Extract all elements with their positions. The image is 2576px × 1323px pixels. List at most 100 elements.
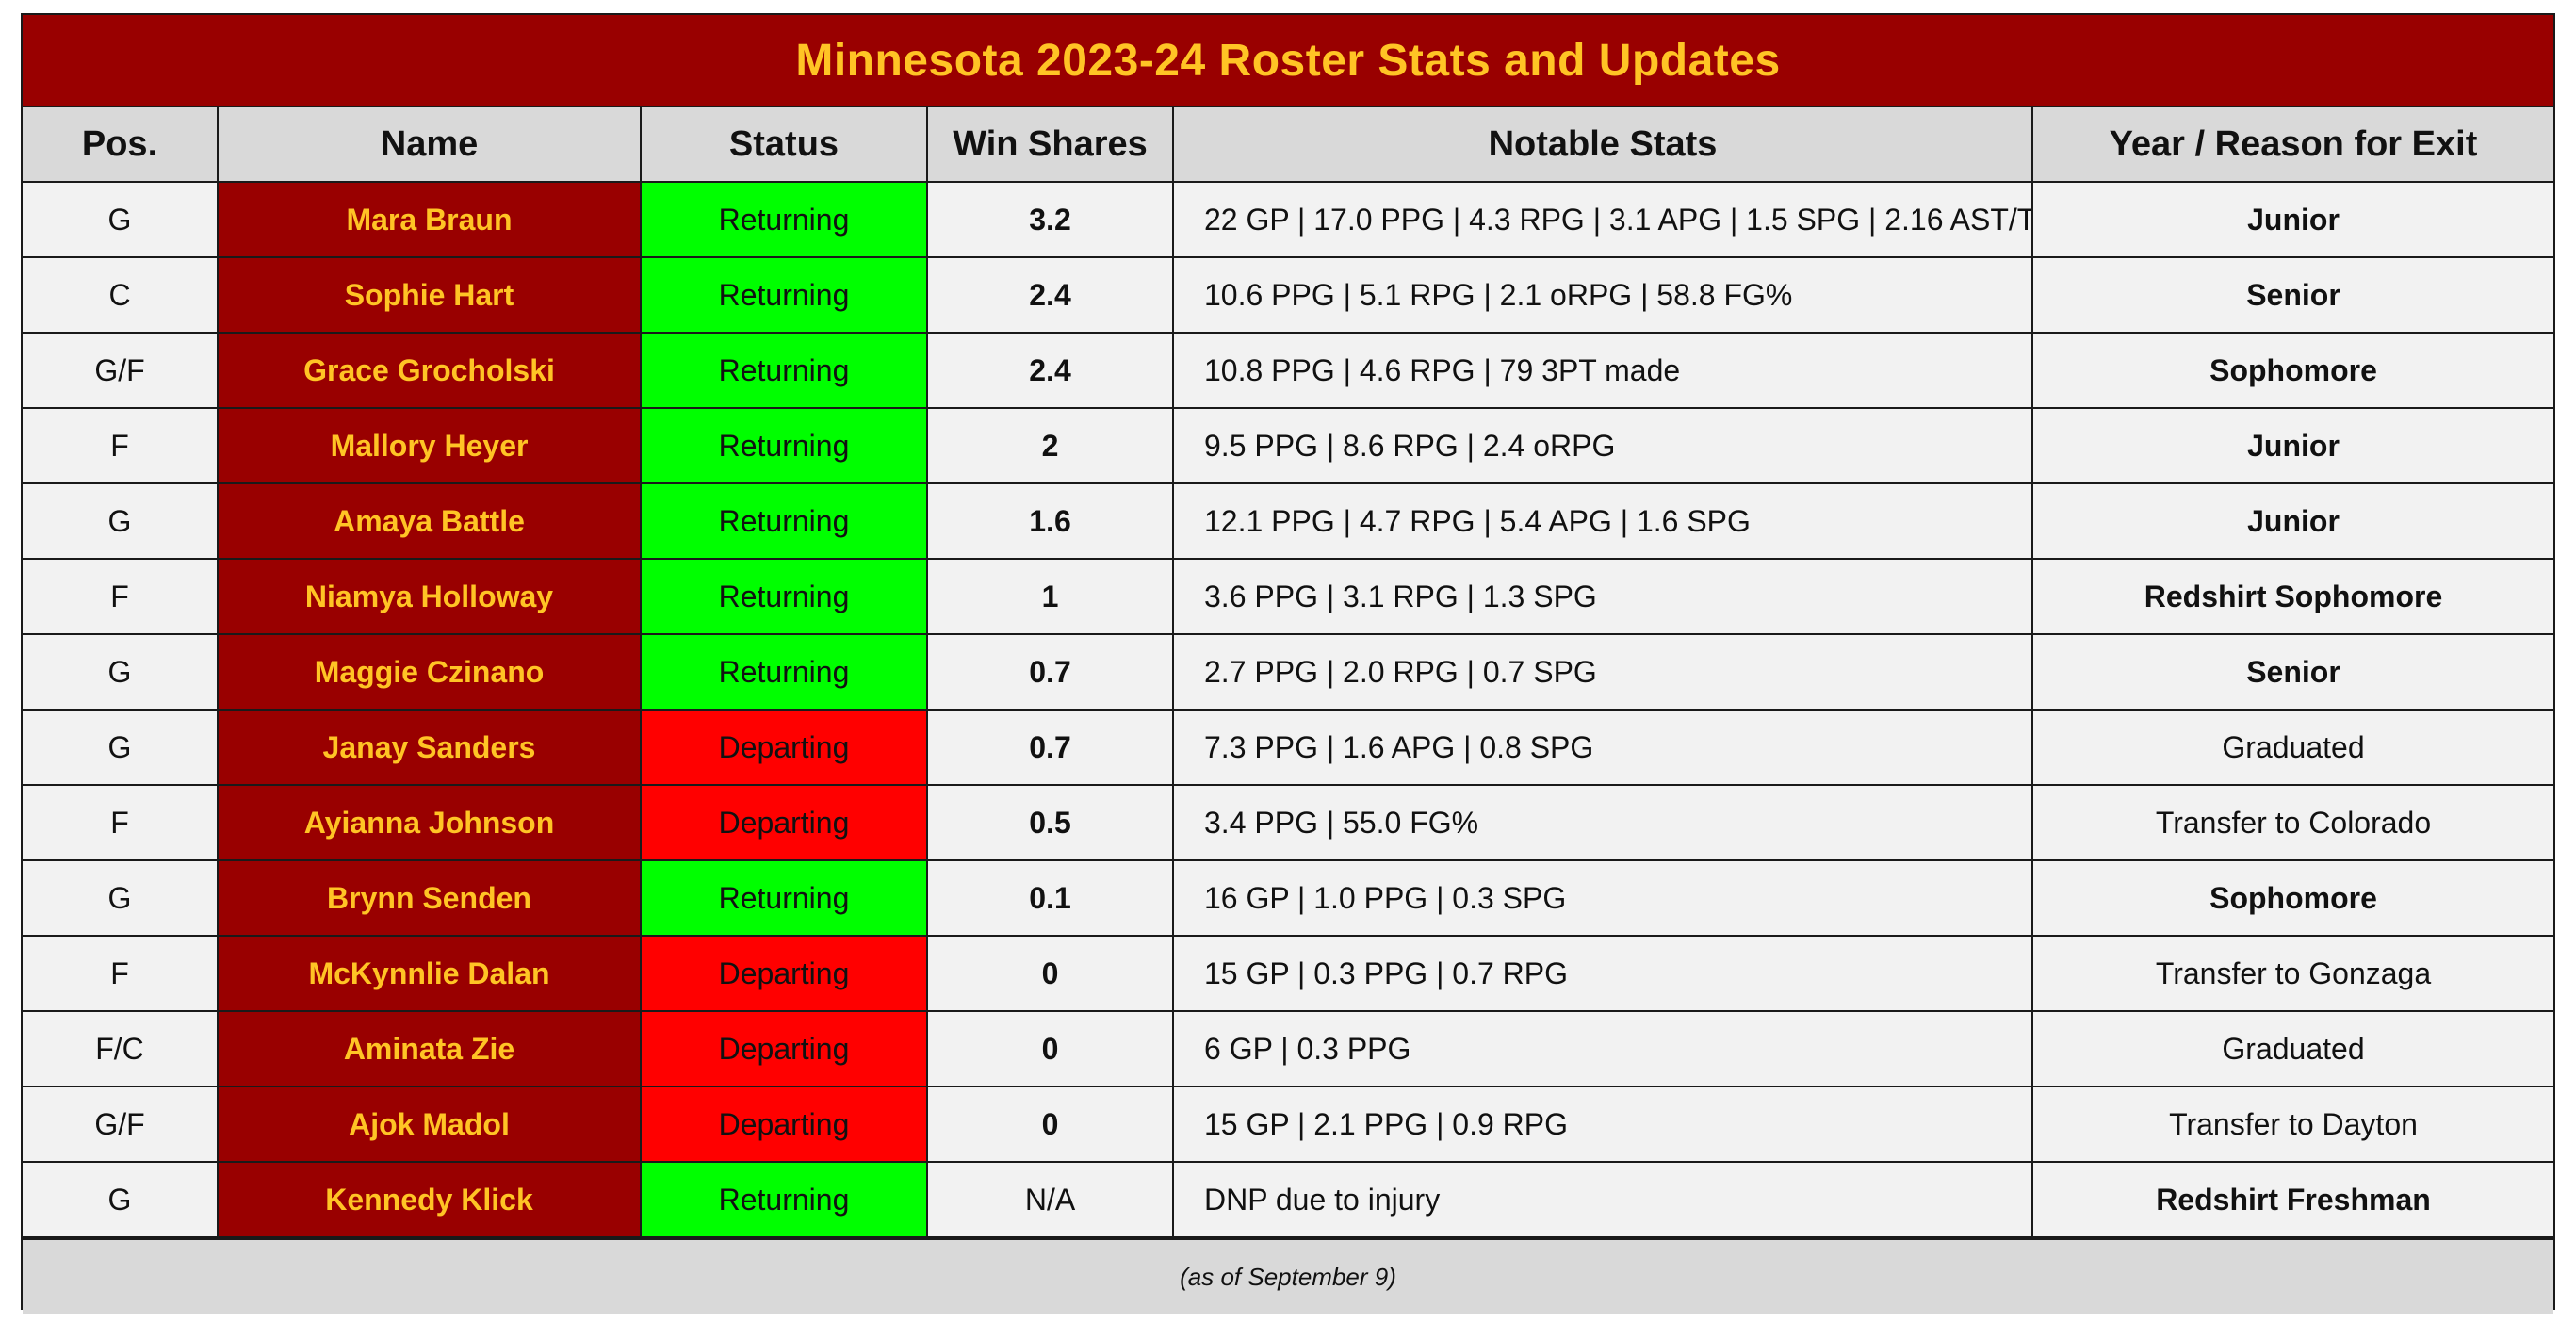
win-shares-cell: 2.4 [926, 332, 1174, 409]
table-row: G Kennedy Klick Returning N/A DNP due to inj… [23, 1161, 2553, 1238]
win-shares-cell: 2 [926, 407, 1174, 484]
exit-reason-cell: Graduated [2031, 709, 2553, 786]
notable-stats-cell: 9.5 PPG | 8.6 RPG | 2.4 oRPG [1172, 407, 2033, 484]
win-shares-cell: 2.4 [926, 256, 1174, 334]
win-shares-cell: 1.6 [926, 482, 1174, 560]
pos-cell: F [23, 784, 219, 861]
roster-table: Pos. Name Status Win Shares Notable Stat… [23, 107, 2553, 1238]
status-cell: Departing [640, 1086, 928, 1163]
footer-note: (as of September 9) [1180, 1262, 1396, 1291]
column-header-win-shares: Win Shares [926, 107, 1174, 183]
pos-cell: G [23, 859, 219, 937]
win-shares-cell: 0.1 [926, 859, 1174, 937]
status-cell: Returning [640, 859, 928, 937]
pos-cell: G [23, 181, 219, 258]
pos-cell: G/F [23, 1086, 219, 1163]
notable-stats-cell: 3.4 PPG | 55.0 FG% [1172, 784, 2033, 861]
roster-body: G Mara Braun Returning 3.2 22 GP | 17.0 PPG … [23, 181, 2553, 1238]
notable-stats-cell: 3.6 PPG | 3.1 RPG | 1.3 SPG [1172, 558, 2033, 635]
player-name-cell: Grace Grocholski [217, 332, 642, 409]
table-row: G/F Grace Grocholski Returning 2.4 10.8 PPG … [23, 332, 2553, 409]
table-row: G Amaya Battle Returning 1.6 12.1 PPG | 4.7 … [23, 482, 2553, 560]
footer-note-bar: (as of September 9) [23, 1238, 2553, 1314]
player-name-cell: McKynnlie Dalan [217, 935, 642, 1012]
win-shares-cell: 0.7 [926, 633, 1174, 710]
win-shares-cell: 3.2 [926, 181, 1174, 258]
table-row: G/F Ajok Madol Departing 0 15 GP | 2.1 PPG |… [23, 1086, 2553, 1163]
player-name-cell: Amaya Battle [217, 482, 642, 560]
notable-stats-cell: 7.3 PPG | 1.6 APG | 0.8 SPG [1172, 709, 2033, 786]
win-shares-cell: 0 [926, 1010, 1174, 1087]
table-row: F McKynnlie Dalan Departing 0 15 GP | 0.3 PP… [23, 935, 2553, 1012]
player-name-cell: Ayianna Johnson [217, 784, 642, 861]
status-cell: Returning [640, 256, 928, 334]
win-shares-cell: N/A [926, 1161, 1174, 1238]
pos-cell: F [23, 407, 219, 484]
table-row: G Maggie Czinano Returning 0.7 2.7 PPG | 2.0… [23, 633, 2553, 710]
pos-cell: F [23, 558, 219, 635]
column-header-exit: Year / Reason for Exit [2031, 107, 2553, 183]
status-cell: Returning [640, 1161, 928, 1238]
exit-reason-cell: Senior [2031, 256, 2553, 334]
player-name-cell: Maggie Czinano [217, 633, 642, 710]
notable-stats-cell: 2.7 PPG | 2.0 RPG | 0.7 SPG [1172, 633, 2033, 710]
table-row: G Mara Braun Returning 3.2 22 GP | 17.0 PPG … [23, 181, 2553, 258]
win-shares-cell: 0.7 [926, 709, 1174, 786]
exit-reason-cell: Sophomore [2031, 859, 2553, 937]
column-header-name: Name [217, 107, 642, 183]
pos-cell: G/F [23, 332, 219, 409]
pos-cell: C [23, 256, 219, 334]
player-name-cell: Mara Braun [217, 181, 642, 258]
status-cell: Departing [640, 935, 928, 1012]
page-title: Minnesota 2023-24 Roster Stats and Updat… [795, 35, 1781, 86]
status-cell: Departing [640, 709, 928, 786]
exit-reason-cell: Senior [2031, 633, 2553, 710]
exit-reason-cell: Sophomore [2031, 332, 2553, 409]
win-shares-cell: 1 [926, 558, 1174, 635]
notable-stats-cell: 15 GP | 0.3 PPG | 0.7 RPG [1172, 935, 2033, 1012]
pos-cell: G [23, 633, 219, 710]
exit-reason-cell: Junior [2031, 482, 2553, 560]
notable-stats-cell: 16 GP | 1.0 PPG | 0.3 SPG [1172, 859, 2033, 937]
status-cell: Returning [640, 332, 928, 409]
notable-stats-cell: DNP due to injury [1172, 1161, 2033, 1238]
column-header-status: Status [640, 107, 928, 183]
exit-reason-cell: Junior [2031, 181, 2553, 258]
notable-stats-cell: 15 GP | 2.1 PPG | 0.9 RPG [1172, 1086, 2033, 1163]
exit-reason-cell: Graduated [2031, 1010, 2553, 1087]
player-name-cell: Ajok Madol [217, 1086, 642, 1163]
pos-cell: F/C [23, 1010, 219, 1087]
pos-cell: F [23, 935, 219, 1012]
column-header-pos: Pos. [23, 107, 219, 183]
player-name-cell: Kennedy Klick [217, 1161, 642, 1238]
status-cell: Returning [640, 181, 928, 258]
table-row: F Niamya Holloway Returning 1 3.6 PPG | 3.1 … [23, 558, 2553, 635]
table-row: G Janay Sanders Departing 0.7 7.3 PPG | 1.6 … [23, 709, 2553, 786]
win-shares-cell: 0.5 [926, 784, 1174, 861]
table-row: G Brynn Senden Returning 0.1 16 GP | 1.0 PPG… [23, 859, 2553, 937]
column-header-notable-stats: Notable Stats [1172, 107, 2033, 183]
pos-cell: G [23, 709, 219, 786]
win-shares-cell: 0 [926, 935, 1174, 1012]
status-cell: Departing [640, 784, 928, 861]
header-row: Pos. Name Status Win Shares Notable Stat… [23, 107, 2553, 183]
player-name-cell: Aminata Zie [217, 1010, 642, 1087]
pos-cell: G [23, 1161, 219, 1238]
exit-reason-cell: Junior [2031, 407, 2553, 484]
status-cell: Returning [640, 558, 928, 635]
status-cell: Departing [640, 1010, 928, 1087]
notable-stats-cell: 6 GP | 0.3 PPG [1172, 1010, 2033, 1087]
exit-reason-cell: Transfer to Colorado [2031, 784, 2553, 861]
player-name-cell: Sophie Hart [217, 256, 642, 334]
player-name-cell: Brynn Senden [217, 859, 642, 937]
exit-reason-cell: Transfer to Gonzaga [2031, 935, 2553, 1012]
title-bar: Minnesota 2023-24 Roster Stats and Updat… [23, 15, 2553, 107]
player-name-cell: Niamya Holloway [217, 558, 642, 635]
win-shares-cell: 0 [926, 1086, 1174, 1163]
notable-stats-cell: 10.6 PPG | 5.1 RPG | 2.1 oRPG | 58.8 FG% [1172, 256, 2033, 334]
status-cell: Returning [640, 633, 928, 710]
player-name-cell: Mallory Heyer [217, 407, 642, 484]
roster-sheet: Minnesota 2023-24 Roster Stats and Updat… [21, 13, 2555, 1314]
notable-stats-cell: 22 GP | 17.0 PPG | 4.3 RPG | 3.1 APG | 1… [1172, 181, 2033, 258]
status-cell: Returning [640, 482, 928, 560]
